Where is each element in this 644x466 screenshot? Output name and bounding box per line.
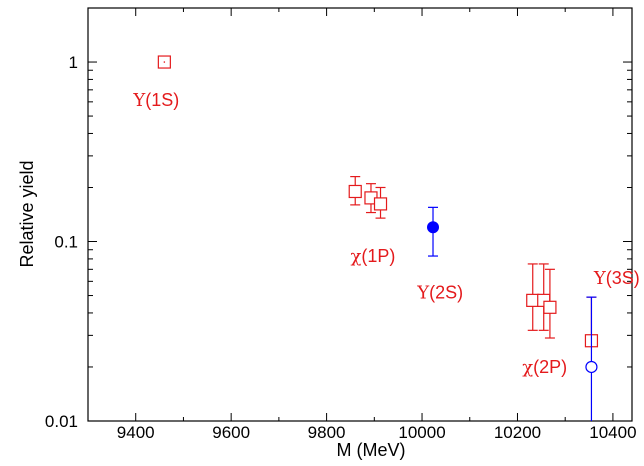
annotation-label: χ(1P) [350,246,395,267]
annotation-symbol: χ [522,357,533,378]
axis-ticks: 9400 9600 9800 10000 10200 10400 0.01 0.1 1 [45,7,637,442]
annotation-label: Υ(2S) [416,283,463,304]
data-point-center [163,61,166,63]
data-point [526,293,540,307]
data-point [373,197,388,211]
data-marks [157,55,599,421]
x-tick-label: 10200 [494,423,541,442]
x-tick-label: 9800 [308,423,346,442]
annotation-symbol: Υ [416,283,430,304]
annotation-label: χ(2P) [522,357,567,378]
annotation-text: (1S) [145,90,179,110]
x-axis-title: M (MeV) [337,440,406,460]
annotation-label: Υ(3S) [593,268,640,289]
annotations: Υ(1S)χ(1P)Υ(2S)Υ(3S)χ(2P) [132,90,639,378]
annotation-text: (1P) [361,246,395,266]
annotation-symbol: Υ [132,90,146,111]
plot-frame [87,7,633,422]
y-tick-label: 0.01 [45,412,78,431]
data-point [585,360,598,374]
x-tick-label: 10400 [589,423,636,442]
data-point [348,184,362,199]
data-point [543,300,557,314]
annotation-label: Υ(1S) [132,90,179,111]
y-tick-label: 0.1 [54,233,78,252]
annotation-text: (3S) [606,268,640,288]
x-tick-label: 9600 [212,423,250,442]
annotation-text: (2S) [429,283,463,303]
y-axis-title: Relative yield [17,160,37,267]
data-point [427,221,440,234]
annotation-symbol: χ [350,246,361,267]
annotation-symbol: Υ [593,268,607,289]
y-tick-label: 1 [69,53,78,72]
x-tick-label: 9400 [117,423,155,442]
x-tick-label: 10000 [398,423,445,442]
annotation-text: (2P) [533,357,567,377]
